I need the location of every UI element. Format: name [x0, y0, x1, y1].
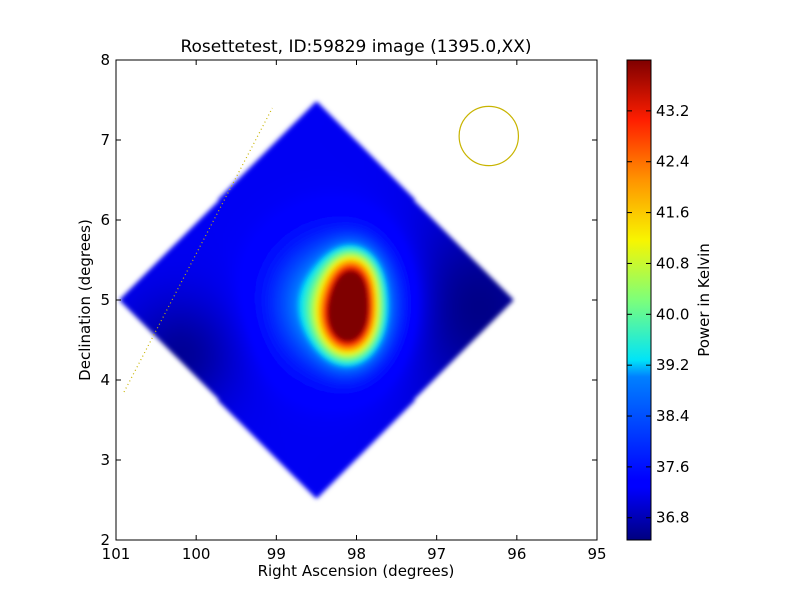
colorbar-tick-label: 40.0 [656, 305, 689, 323]
chart-title: Rosettetest, ID:59829 image (1395.0,XX) [180, 37, 531, 57]
y-tick-label: 7 [100, 131, 110, 149]
x-tick-label: 101 [102, 545, 131, 563]
colorbar-gradient [627, 60, 651, 540]
x-tick-label: 98 [347, 545, 366, 563]
colorbar-tick-label: 37.6 [656, 458, 689, 476]
y-tick-label: 3 [100, 451, 110, 469]
x-tick-label: 100 [182, 545, 211, 563]
y-tick-label: 5 [100, 291, 110, 309]
y-axis: 2 3 4 5 6 7 8 [100, 51, 597, 549]
colorbar-tick-label: 40.8 [656, 254, 689, 272]
colorbar-label: Power in Kelvin [695, 243, 713, 357]
boundary-line [123, 107, 273, 393]
colorbar-tick-label: 43.2 [656, 102, 689, 120]
x-tick-label: 96 [507, 545, 526, 563]
x-tick-label: 95 [587, 545, 606, 563]
x-axis-label: Right Ascension (degrees) [258, 562, 455, 580]
beam-circle [458, 105, 520, 167]
colorbar-tick-label: 36.8 [656, 509, 689, 527]
heatmap-image [116, 60, 597, 540]
colorbar-tick-label: 38.4 [656, 407, 689, 425]
x-tick-label: 99 [267, 545, 286, 563]
y-tick-label: 2 [100, 531, 110, 549]
plot-area [115, 59, 598, 541]
colorbar-tick-label: 42.4 [656, 153, 689, 171]
y-axis-label: Declination (degrees) [76, 219, 94, 381]
colorbar: 36.8 37.6 38.4 39.2 40.0 40.8 41.6 42.4 43.2 Pow… [626, 59, 713, 541]
colorbar-tick-label: 39.2 [656, 356, 689, 374]
colorbar-ticks: 36.8 37.6 38.4 39.2 40.0 40.8 41.6 42.4 43.2 [627, 102, 689, 527]
y-tick-label: 6 [100, 211, 110, 229]
y-tick-label: 8 [100, 51, 110, 69]
x-tick-label: 97 [427, 545, 446, 563]
y-tick-label: 4 [100, 371, 110, 389]
colorbar-frame [626, 59, 652, 541]
colorbar-tick-label: 41.6 [656, 204, 689, 222]
x-axis: 101 100 99 98 97 96 95 [102, 60, 607, 563]
